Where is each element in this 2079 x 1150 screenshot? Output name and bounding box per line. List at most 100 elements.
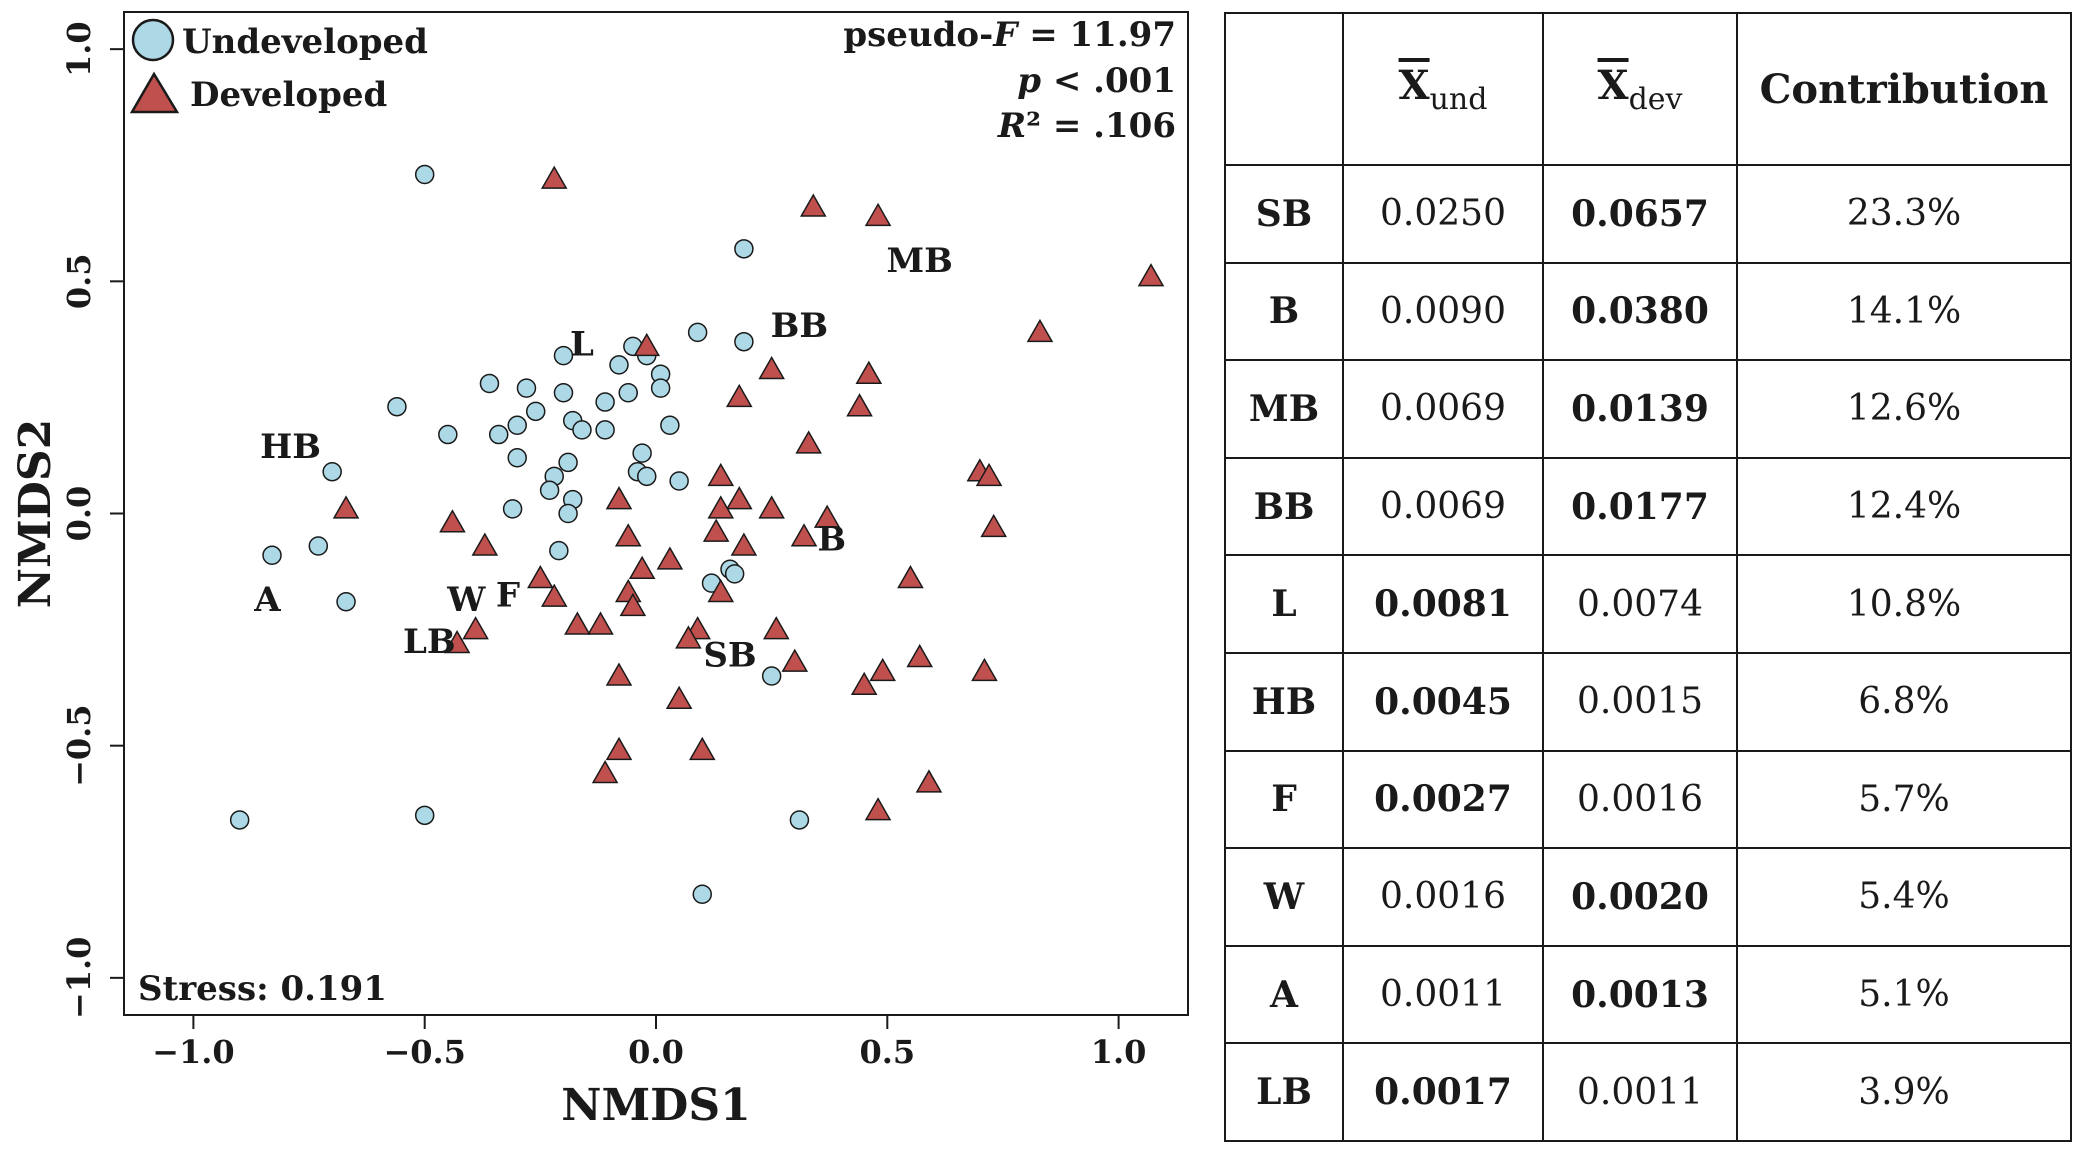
mean-und-cell: 0.0090 — [1342, 261, 1544, 362]
plot-frame — [123, 11, 1189, 1016]
developed-point — [614, 578, 642, 603]
header-mean-developed: Xdev — [1542, 12, 1738, 166]
contribution-cell: 6.8% — [1736, 651, 2072, 752]
x-tick-label: −1.0 — [152, 1033, 234, 1071]
developed-point — [605, 662, 633, 686]
developed-point — [790, 523, 818, 547]
vector-label: SB — [703, 636, 756, 676]
mean-und-cell: 0.0250 — [1342, 164, 1544, 264]
row-name: L — [1224, 554, 1344, 654]
developed-point — [725, 486, 753, 510]
undeveloped-point — [322, 461, 342, 482]
table-row: A 0.0011 0.0013 5.1% — [1224, 944, 2072, 1045]
developed-point — [869, 657, 896, 682]
stat-pseudo-f-part: pseudo- — [843, 15, 993, 55]
developed-point — [628, 555, 656, 579]
row-name: F — [1224, 749, 1344, 850]
undeveloped-point — [502, 499, 523, 519]
undeveloped-point — [595, 392, 615, 412]
mean-dev-cell: 0.0177 — [1542, 456, 1738, 557]
mean-dev-cell: 0.0139 — [1542, 359, 1738, 459]
mean-und-cell: 0.0027 — [1342, 749, 1544, 850]
stat-p-part: < .001 — [1041, 61, 1176, 101]
developed-point — [980, 513, 1007, 538]
undeveloped-point — [507, 448, 527, 468]
developed-point — [864, 202, 892, 227]
y-tick-label: 0.5 — [60, 253, 98, 309]
developed-point — [633, 332, 661, 357]
developed-point — [730, 532, 758, 556]
undeveloped-point — [595, 420, 615, 440]
mean-dev-cell: 0.0011 — [1542, 1042, 1738, 1142]
vector-label: BB — [771, 306, 828, 346]
mean-und-cell: 0.0081 — [1342, 554, 1544, 654]
undeveloped-point — [789, 810, 810, 830]
developed-point — [971, 657, 998, 682]
vector-label: L — [570, 325, 594, 365]
undeveloped-point — [618, 383, 638, 403]
undeveloped-point — [761, 666, 782, 686]
mean-dev-cell: 0.0657 — [1542, 164, 1738, 264]
undeveloped-point — [539, 480, 560, 501]
legend-developed-marker — [129, 71, 180, 114]
developed-point — [846, 393, 873, 417]
contribution-cell: 5.1% — [1736, 944, 2072, 1045]
developed-point — [897, 564, 924, 589]
developed-point — [795, 430, 822, 454]
undeveloped-point — [549, 540, 569, 561]
contribution-cell: 12.6% — [1736, 359, 2072, 459]
undeveloped-point — [572, 420, 592, 440]
vector-label: F — [496, 575, 520, 615]
developed-point — [707, 462, 735, 487]
undeveloped-point — [553, 383, 574, 403]
mean-dev-cell: 0.0074 — [1542, 554, 1738, 654]
developed-point — [462, 616, 489, 640]
header-und-base: X — [1398, 61, 1430, 109]
developed-point — [614, 523, 642, 547]
y-tick-label: 1.0 — [60, 21, 98, 77]
stat-r2-part: ² = .106 — [1026, 106, 1176, 146]
undeveloped-point — [387, 396, 407, 417]
vector-label: LB — [403, 622, 456, 662]
developed-point — [758, 495, 785, 519]
table-row: B 0.0090 0.0380 14.1% — [1224, 261, 2072, 362]
undeveloped-point — [660, 415, 680, 436]
table-row: SB 0.0250 0.0657 23.3% — [1224, 164, 2072, 264]
nmds-plot: −1.0 −0.5 0.0 0.5 1.0 −1.0 −0.5 0.0 0.5 1.0 NMDS1 N… — [10, 11, 1189, 1131]
mean-und-cell: 0.0069 — [1342, 456, 1544, 557]
x-axis-label: NMDS1 — [561, 1080, 750, 1131]
table-header-row: Xund Xdev Contribution — [1224, 12, 2072, 166]
undeveloped-point — [507, 415, 527, 436]
undeveloped-point — [609, 355, 629, 375]
developed-point — [906, 643, 933, 668]
undeveloped-point — [558, 503, 578, 524]
mean-und-cell: 0.0016 — [1342, 847, 1544, 947]
row-name: B — [1224, 261, 1344, 362]
stat-pseudo-f-part: F — [992, 15, 1020, 55]
y-axis-label: NMDS2 — [10, 419, 61, 608]
developed-point — [605, 486, 633, 510]
row-name: LB — [1224, 1042, 1344, 1142]
mean-dev-cell: 0.0380 — [1542, 261, 1738, 362]
developed-point — [813, 504, 841, 528]
developed-point — [1137, 263, 1165, 287]
row-name: MB — [1224, 359, 1344, 459]
undeveloped-point — [308, 536, 329, 556]
header-mean-undeveloped: Xund — [1342, 12, 1544, 166]
developed-point — [707, 495, 735, 519]
contribution-cell: 10.8% — [1736, 554, 2072, 654]
header-und-sub: und — [1429, 81, 1488, 117]
header-dev-sub: dev — [1628, 81, 1683, 117]
table-row: W 0.0016 0.0020 5.4% — [1224, 847, 2072, 947]
developed-point — [915, 769, 943, 793]
stat-p-value: p < .001 — [1017, 61, 1176, 101]
contribution-cell: 5.4% — [1736, 847, 2072, 947]
developed-point — [702, 518, 730, 542]
developed-point — [975, 462, 1003, 487]
table-row: L 0.0081 0.0074 10.8% — [1224, 554, 2072, 654]
undeveloped-point — [479, 373, 500, 394]
mean-dev-cell: 0.0020 — [1542, 847, 1738, 947]
developed-point — [443, 630, 471, 654]
vector-label: MB — [886, 241, 952, 281]
row-name: BB — [1224, 456, 1344, 557]
